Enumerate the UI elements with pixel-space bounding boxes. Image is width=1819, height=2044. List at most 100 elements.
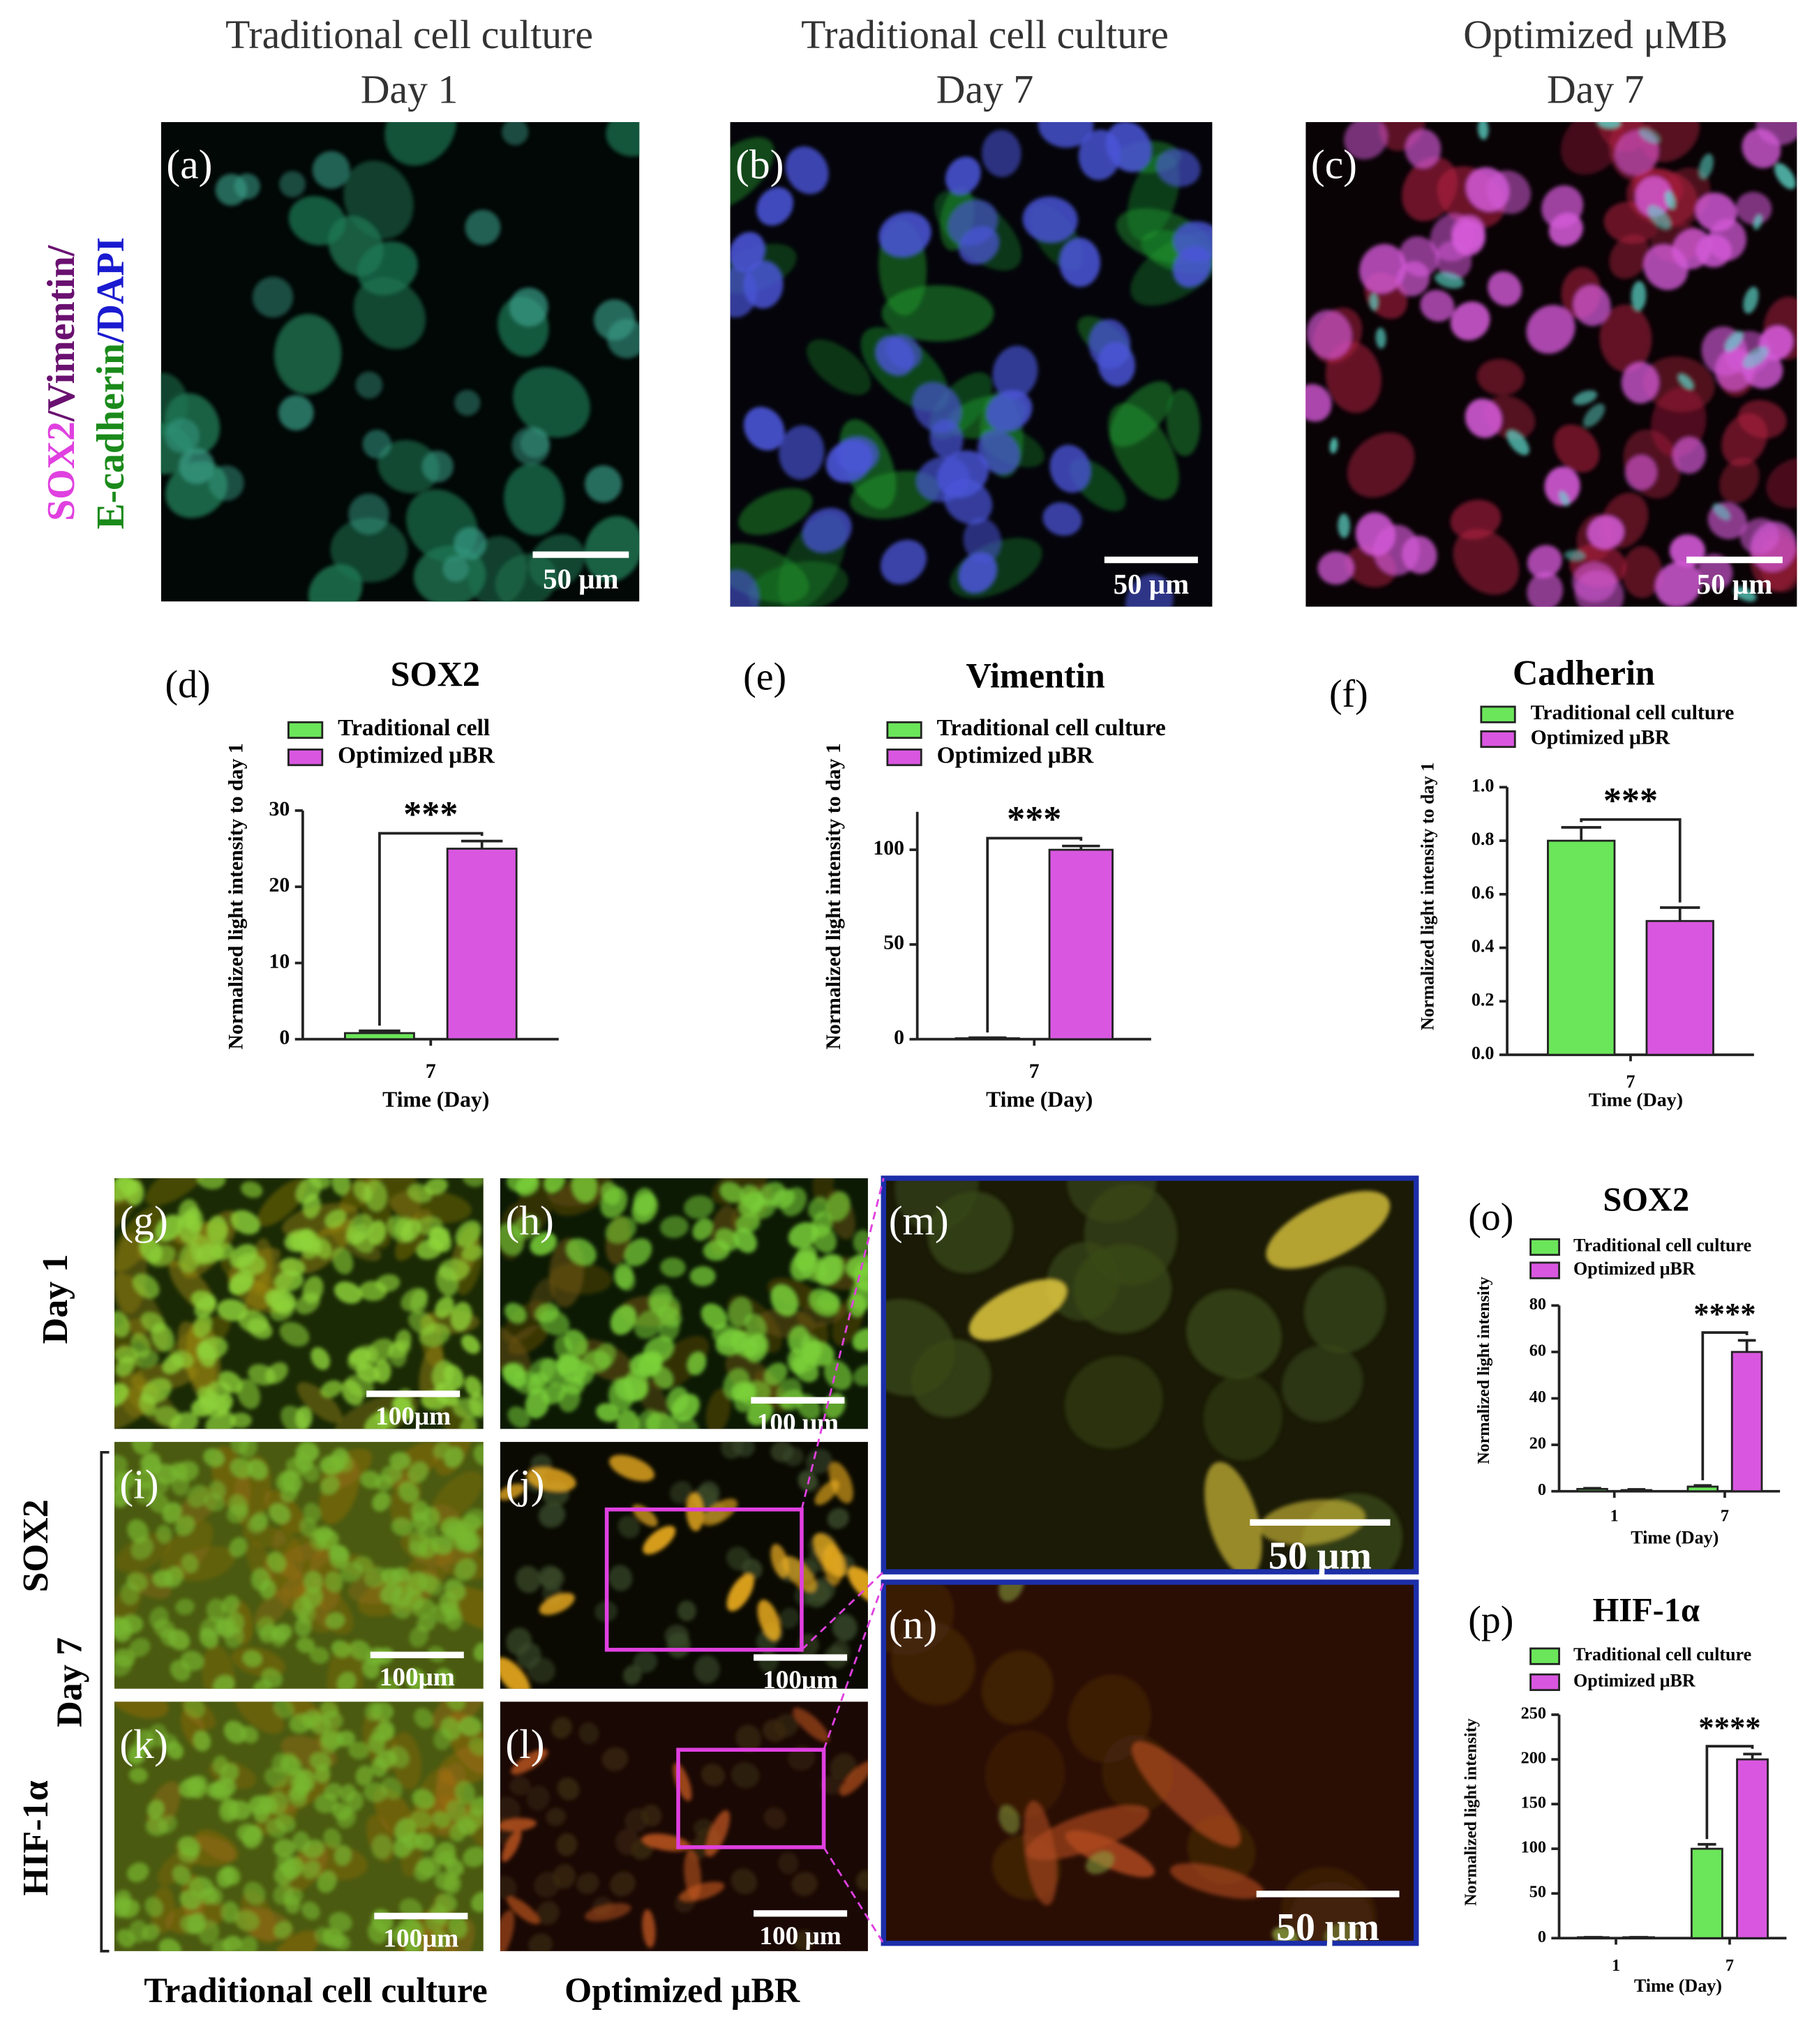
micrograph: (i) 100μm (114, 1441, 484, 1692)
cell (181, 1554, 199, 1574)
cell (391, 1598, 412, 1619)
cell (348, 493, 389, 535)
significance-label: *** (1007, 799, 1061, 839)
cell (764, 1362, 788, 1385)
cell (793, 1707, 830, 1743)
cell (731, 1761, 760, 1789)
cell (1573, 285, 1611, 326)
cell (615, 1267, 636, 1291)
cell (1303, 1265, 1386, 1353)
cell (139, 1236, 163, 1263)
cell (148, 1477, 170, 1495)
column-title: Day 7 (1547, 68, 1644, 112)
cell (520, 428, 550, 458)
cell (848, 1293, 867, 1318)
cell (1573, 390, 1598, 405)
cell (853, 1365, 868, 1386)
cell (309, 1752, 331, 1771)
scale-label: 50 μm (1276, 1906, 1379, 1949)
cell (354, 277, 426, 350)
cell (221, 1595, 240, 1615)
cell (634, 1309, 664, 1339)
cell (193, 1730, 211, 1752)
cell (576, 1872, 599, 1895)
cell (1156, 149, 1201, 187)
cell (617, 1515, 641, 1538)
cell (179, 448, 215, 484)
cell (649, 1293, 681, 1318)
cell (740, 1185, 763, 1212)
bar (1686, 1485, 1719, 1493)
cell (823, 1544, 843, 1586)
error-bar (1561, 826, 1601, 841)
cell (1696, 234, 1732, 268)
cell (624, 1238, 652, 1267)
legend-swatch (1480, 730, 1516, 749)
cell (1166, 389, 1201, 456)
cell (600, 1182, 621, 1205)
cell (1402, 535, 1437, 574)
cell (144, 1896, 163, 1917)
cell (557, 1777, 580, 1801)
cell (331, 1178, 351, 1196)
cell (1544, 466, 1580, 506)
cell (585, 1903, 631, 1922)
cell (526, 1785, 550, 1811)
cells (160, 122, 640, 602)
y-axis-label: Normalized light intensity (1461, 1718, 1480, 1906)
x-tick-label: 7 (1626, 1072, 1635, 1092)
bar (1048, 848, 1114, 1041)
cell (715, 1328, 748, 1356)
panel-label: (j) (505, 1461, 544, 1508)
cell (375, 1750, 398, 1768)
bar-chart: (e) Vimentin Traditional cell cultureOptim… (743, 656, 1166, 1112)
cell (171, 1474, 190, 1496)
cell (1724, 331, 1744, 352)
cell (328, 1911, 352, 1932)
cell (419, 1524, 437, 1542)
cell (454, 1558, 477, 1581)
cell (747, 1402, 773, 1426)
panel-label: (e) (743, 656, 786, 699)
error-bar (1660, 906, 1700, 922)
y-tick-label: 0 (1538, 1480, 1546, 1499)
cell (705, 1810, 731, 1857)
cell (206, 1886, 223, 1905)
cell (365, 1701, 382, 1722)
cell (394, 1217, 413, 1237)
cell (1088, 319, 1131, 370)
error-bar (461, 839, 503, 849)
cell (802, 508, 852, 553)
cell (325, 1612, 345, 1630)
cell (515, 1178, 539, 1196)
cell (504, 463, 564, 536)
cell (981, 1651, 1054, 1725)
cell (133, 1273, 160, 1299)
cell (372, 1491, 391, 1512)
cell (269, 1503, 291, 1524)
y-tick-label: 0.2 (1472, 989, 1495, 1009)
cell (666, 1386, 689, 1415)
y-tick-label: 80 (1529, 1295, 1546, 1314)
cell (324, 1571, 343, 1593)
cell (880, 539, 927, 585)
cell (389, 1452, 411, 1470)
cell (454, 389, 481, 416)
cell (193, 1314, 213, 1339)
cell (720, 1441, 743, 1459)
bar (344, 1032, 415, 1041)
cell (1631, 280, 1647, 311)
micrograph: (a) 50 μm (160, 122, 640, 602)
y-tick-label: 20 (1529, 1434, 1546, 1453)
cell (660, 1257, 686, 1277)
cell (211, 1939, 231, 1951)
cell (407, 1461, 429, 1484)
y-tick-label: 150 (1521, 1794, 1546, 1812)
y-tick-label: 1.0 (1472, 775, 1495, 795)
cell (1677, 373, 1694, 390)
error-bar (1062, 844, 1100, 850)
cell (539, 1309, 570, 1336)
cell (525, 1388, 550, 1419)
bar (1645, 919, 1714, 1056)
